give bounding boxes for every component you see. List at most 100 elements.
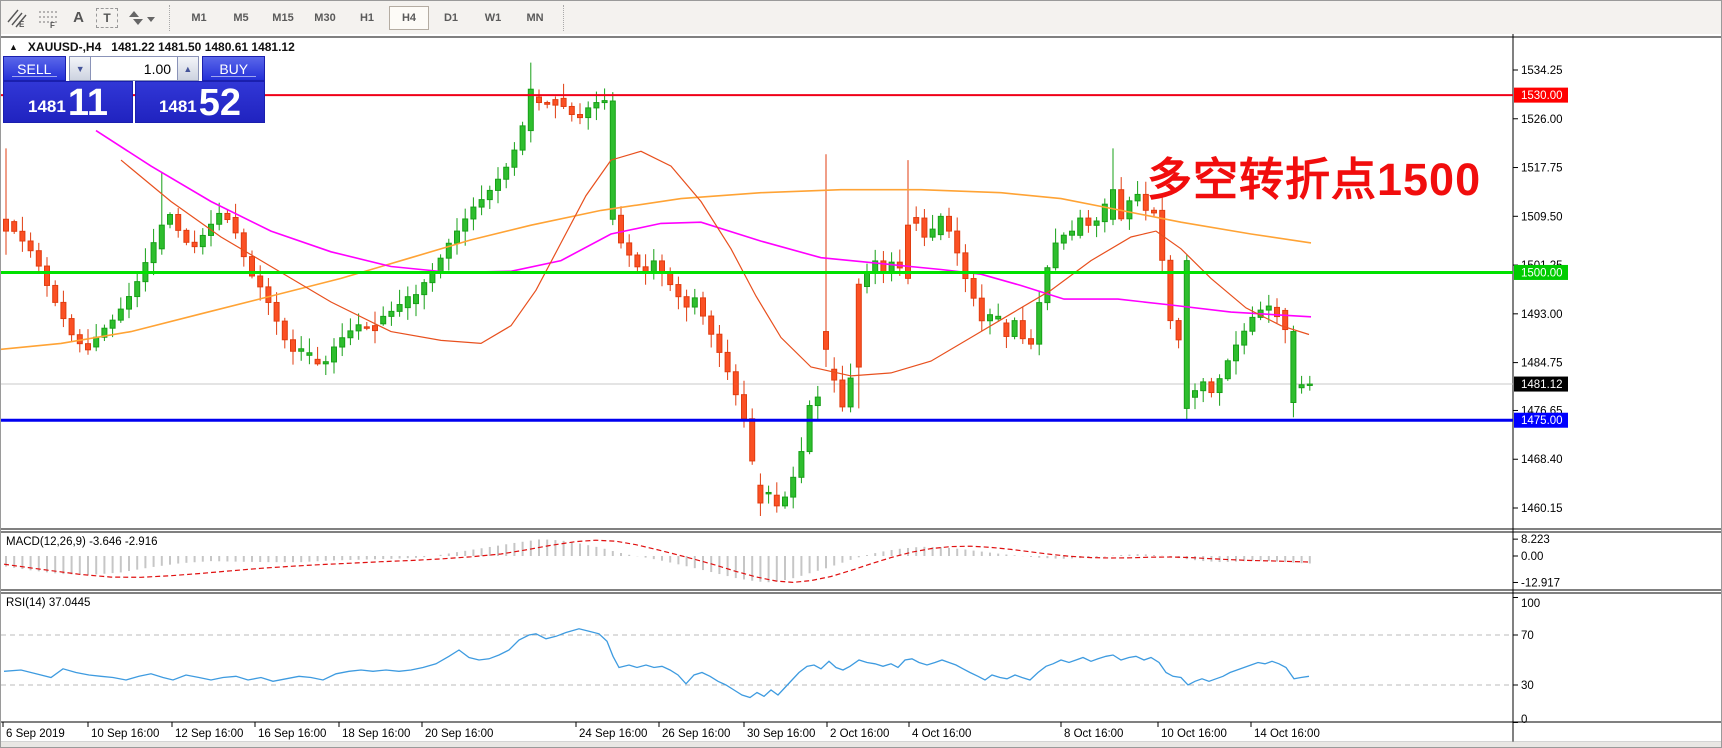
- candle-body: [1274, 306, 1280, 318]
- candle-body: [1167, 259, 1174, 322]
- candle-body: [437, 257, 444, 272]
- candle-body: [1208, 381, 1215, 394]
- rsi-tick-label: 0: [1521, 714, 1527, 726]
- candle-body: [929, 228, 936, 238]
- fibonacci-retracement-icon[interactable]: F: [34, 6, 61, 30]
- candle-body: [536, 96, 542, 104]
- rsi-tick-label: 100: [1521, 598, 1540, 610]
- candle-body: [445, 242, 452, 259]
- sell-button[interactable]: SELL: [3, 56, 66, 81]
- candle-body: [831, 368, 838, 381]
- buy-button[interactable]: BUY: [202, 56, 265, 81]
- candle-body: [322, 361, 329, 365]
- symbol-arrow-icon: ▲: [9, 42, 18, 52]
- rsi-line: [3, 628, 1310, 699]
- timeframe-button-mn[interactable]: MN: [526, 11, 544, 24]
- candle-body: [224, 212, 231, 221]
- timeframe-button-w1[interactable]: W1: [484, 11, 502, 24]
- candle-body: [1085, 217, 1092, 226]
- candle-body: [626, 242, 633, 256]
- toolbar-separator-2: [563, 4, 565, 31]
- rsi-label: RSI(14) 37.0445: [6, 597, 90, 609]
- x-axis-label: 26 Sep 16:00: [662, 728, 730, 740]
- candle-body: [1224, 360, 1231, 380]
- candle-body: [19, 230, 26, 242]
- timeframe-button-m1[interactable]: M1: [191, 11, 207, 24]
- text-icon[interactable]: T: [96, 7, 118, 28]
- candle-body: [634, 254, 641, 268]
- volume-decrease-button[interactable]: ▼: [69, 56, 91, 81]
- candle-body: [503, 166, 510, 180]
- candle-body: [577, 114, 583, 119]
- candle-body: [544, 102, 551, 105]
- candle-body: [741, 394, 747, 420]
- equidistant-channel-icon[interactable]: E: [3, 6, 30, 30]
- candle-body: [11, 221, 18, 232]
- buy-price-display[interactable]: 1481 52: [135, 81, 265, 123]
- macd-tick-label: -12.917: [1521, 577, 1560, 589]
- candle-body: [1241, 330, 1248, 346]
- timeframe-button-m30[interactable]: M30: [314, 11, 336, 24]
- timeframe-button-d1[interactable]: D1: [443, 11, 459, 24]
- macd-label: MACD(12,26,9) -3.646 -2.916: [6, 536, 158, 548]
- candle-body: [519, 125, 526, 151]
- candle-body: [331, 346, 337, 363]
- candle-body: [175, 214, 182, 231]
- candle-body: [913, 217, 920, 224]
- candle-body: [987, 314, 993, 322]
- candle-body: [978, 297, 985, 322]
- toolbar-separator: [169, 4, 171, 31]
- candle-body: [281, 320, 288, 341]
- timeframe-button-h4[interactable]: H4: [389, 5, 429, 30]
- candle-body: [421, 282, 428, 296]
- arrows-icon[interactable]: [122, 6, 160, 30]
- candle-body: [240, 232, 247, 258]
- text-label-icon[interactable]: A: [73, 9, 84, 26]
- candle-body: [478, 199, 485, 208]
- sell-price-display[interactable]: 1481 11: [3, 81, 133, 123]
- candle-body: [724, 351, 731, 373]
- candle-body: [749, 418, 756, 462]
- candle-body: [167, 214, 173, 225]
- candle-body: [1192, 390, 1198, 398]
- candle-body: [1151, 209, 1157, 214]
- candle-body: [1142, 193, 1149, 211]
- candle-body: [1200, 381, 1207, 392]
- candle-body: [921, 217, 928, 238]
- candle-body: [667, 271, 674, 286]
- candle-body: [347, 330, 354, 339]
- status-strip: [1, 742, 1721, 747]
- candle-body: [249, 256, 255, 277]
- candle-body: [339, 337, 346, 348]
- arrows-glyph: [129, 10, 155, 25]
- macd-signal-line: [3, 539, 1310, 584]
- candle-body: [568, 105, 575, 116]
- candle-body: [486, 189, 493, 201]
- candle-body: [290, 339, 296, 352]
- candle-body: [413, 294, 419, 305]
- candle-body: [1216, 378, 1223, 394]
- timeframe-button-m15[interactable]: M15: [272, 11, 294, 24]
- candle-body: [1052, 242, 1059, 269]
- equidistant-channel-glyph: E: [6, 9, 27, 28]
- candle-body: [1044, 267, 1051, 304]
- volume-increase-button[interactable]: ▲: [177, 56, 199, 81]
- sell-price-big: 11: [67, 82, 108, 124]
- candle-body: [183, 229, 190, 243]
- candle-body: [511, 149, 518, 168]
- sell-price-small: 1481: [28, 97, 66, 116]
- timeframe-button-m5[interactable]: M5: [233, 11, 249, 24]
- timeframe-group: M1 M5 M15 M30 H1 H4 D1 W1 MN: [178, 5, 556, 30]
- timeframe-button-h1[interactable]: H1: [359, 11, 375, 24]
- candle-body: [462, 218, 469, 232]
- x-axis-label: 16 Sep 16:00: [258, 728, 326, 740]
- price-badge-resistance: [1514, 87, 1568, 103]
- x-axis-label: 14 Oct 16:00: [1254, 728, 1320, 740]
- candle-body: [847, 377, 854, 408]
- macd-tick-label: 8.223: [1521, 534, 1550, 546]
- y-tick-label: 1526.00: [1521, 114, 1563, 126]
- candle-body: [601, 100, 608, 104]
- candle-body: [3, 218, 9, 232]
- volume-input[interactable]: 1.00: [90, 56, 178, 81]
